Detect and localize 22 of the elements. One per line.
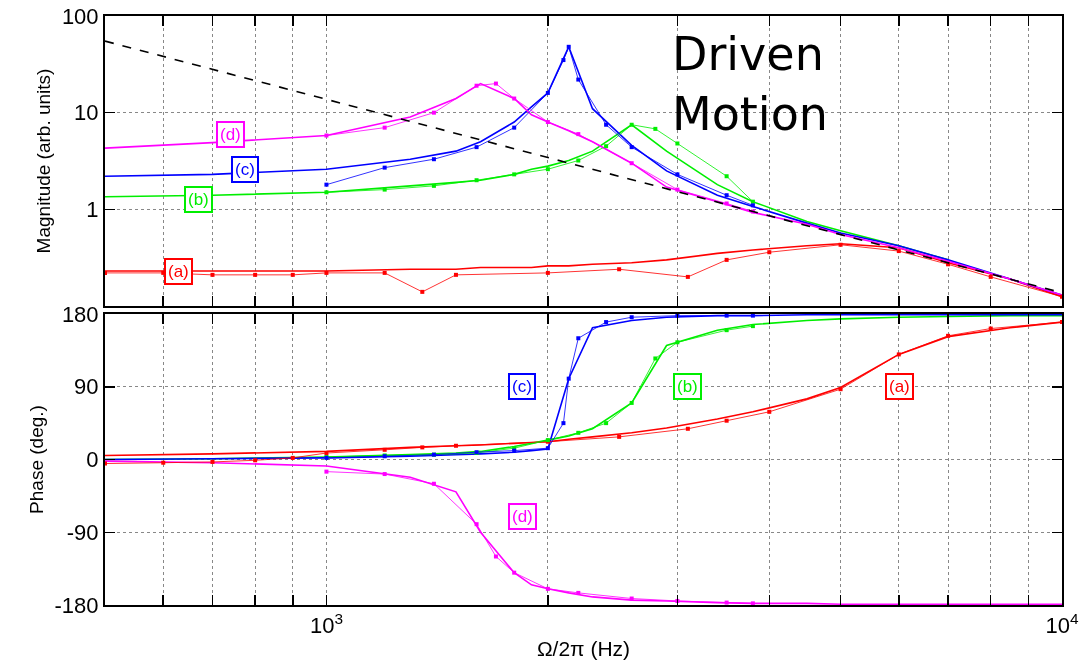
y-tick-label: -90 [66,519,99,545]
x-tick-label: 10$^{3}$ [309,610,343,639]
annotation: Driven Motion [672,27,828,141]
x-tick-label: 10$^{4}$ [1045,610,1079,639]
annotation: (b) [188,190,209,209]
annotation: (c) [512,377,532,396]
annotation: (a) [889,377,910,396]
y-tick-label: 180 [61,301,99,327]
y-tick-label: 10 [74,100,99,126]
y-tick-label: -180 [54,592,99,618]
annotation: (b) [677,377,698,396]
y-axis-title: Magnitude (arb. units) [33,68,55,254]
y-axis-title: Phase (deg.) [25,405,47,514]
y-tick-label: 90 [74,374,99,400]
y-tick-label: 1 [86,197,99,223]
annotation: (d) [220,125,241,144]
y-tick-label: 0 [86,447,99,473]
x-axis-title: Ω/2π (Hz) [536,637,631,661]
annotation: (d) [512,507,533,526]
annotation: (c) [235,160,255,179]
annotation: (a) [168,262,189,281]
y-tick-label: 100 [61,3,99,29]
